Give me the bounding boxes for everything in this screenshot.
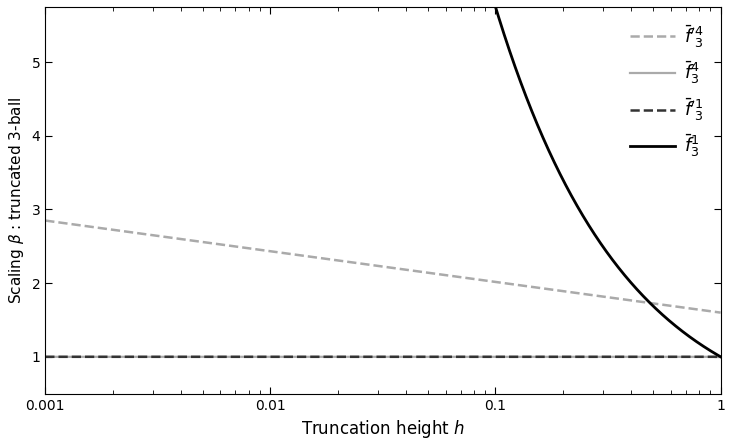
X-axis label: Truncation height $h$: Truncation height $h$ [301, 418, 465, 440]
Y-axis label: Scaling $\beta$ : truncated 3-ball: Scaling $\beta$ : truncated 3-ball [7, 97, 26, 304]
Legend: $\bar{f}{}'^{4}_{3}$, $\bar{f}{}^{4}_{3}$, $\bar{f}{}'^{1}_{3}$, $\bar{f}{}^{1}_: $\bar{f}{}'^{4}_{3}$, $\bar{f}{}^{4}_{3}… [623, 16, 712, 167]
